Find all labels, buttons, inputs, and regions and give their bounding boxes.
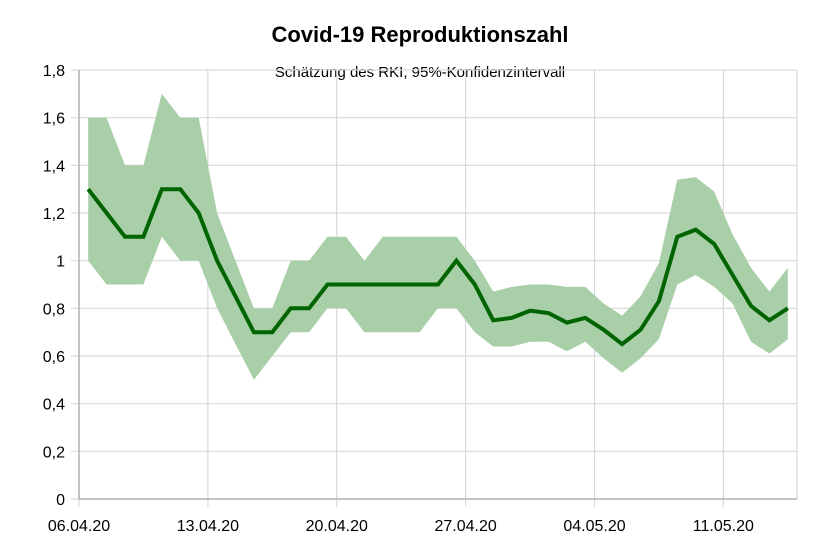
x-axis-labels: 06.04.20 13.04.20 20.04.20 27.04.20 04.05.20… [48, 518, 754, 535]
y-tick-label: 0 [56, 492, 65, 509]
x-tick-label: 13.04.20 [177, 518, 239, 535]
y-axis-labels: 0 0,2 0,4 0,6 0,8 1 1,2 1,4 1,6 1,8 [43, 63, 65, 509]
r-value-line [86, 187, 789, 347]
y-tick-label: 1 [56, 254, 65, 271]
y-tick-label: 0,2 [43, 444, 65, 461]
x-tick-label: 11.05.20 [693, 518, 754, 535]
y-tick-label: 1,4 [43, 158, 65, 175]
y-tick-label: 1,2 [43, 206, 65, 223]
y-tick-label: 0,8 [43, 301, 65, 318]
chart-title: Covid-19 Reproduktionszahl [271, 22, 569, 47]
y-tick-label: 0,4 [43, 397, 65, 414]
chart-subtitle: Schätzung des RKI, 95%-Konfidenzinterval… [270, 64, 570, 81]
y-tick-label: 1,6 [43, 111, 65, 128]
y-tick-label: 0,6 [43, 349, 65, 366]
r-value-polyline [86, 187, 789, 347]
x-tick-label: 20.04.20 [306, 518, 368, 535]
x-tick-label: 06.04.20 [48, 518, 110, 535]
x-tick-label: 27.04.20 [434, 518, 496, 535]
confidence-band [88, 93, 788, 380]
chart-subtitle-wrap: Schätzung des RKI, 95%-Konfidenzinterval… [0, 64, 840, 81]
confidence-band-area [88, 93, 788, 380]
axes [78, 70, 797, 500]
x-tick-label: 04.05.20 [563, 518, 625, 535]
y-tick-label: 1,8 [43, 63, 65, 80]
